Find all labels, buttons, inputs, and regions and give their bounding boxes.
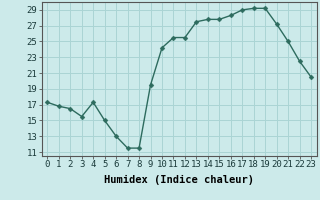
X-axis label: Humidex (Indice chaleur): Humidex (Indice chaleur) xyxy=(104,175,254,185)
